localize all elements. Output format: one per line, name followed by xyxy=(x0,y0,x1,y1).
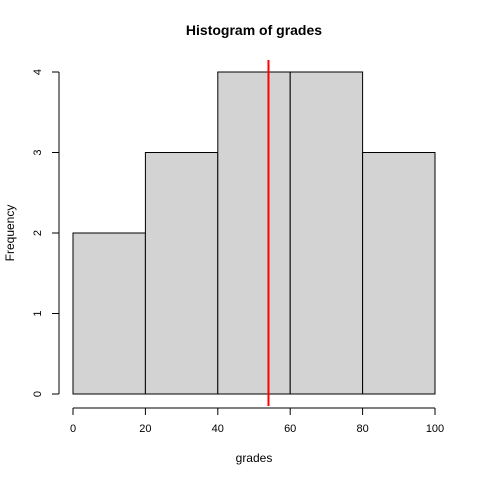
y-tick-label-1: 1 xyxy=(32,310,44,316)
y-tick-label-3: 3 xyxy=(32,149,44,155)
x-tick-label-4: 80 xyxy=(356,423,368,435)
histogram-bar-3 xyxy=(289,71,364,395)
y-tick-label-0: 0 xyxy=(32,391,44,397)
y-axis: 0 1 2 3 4 xyxy=(32,69,60,397)
x-axis: 0 20 40 60 80 100 xyxy=(70,407,444,435)
x-tick-label-1: 20 xyxy=(139,423,151,435)
bars-group xyxy=(72,71,436,395)
x-tick-label-2: 40 xyxy=(212,423,224,435)
y-tick-label-4: 4 xyxy=(32,69,44,75)
histogram-bar-4 xyxy=(362,152,436,395)
histogram-bar-1 xyxy=(144,152,219,395)
y-tick-label-2: 2 xyxy=(32,230,44,236)
x-axis-label: grades xyxy=(236,451,273,465)
x-tick-label-0: 0 xyxy=(70,423,76,435)
x-tick-label-3: 60 xyxy=(284,423,296,435)
histogram-bar-0 xyxy=(72,232,146,395)
x-tick-label-5: 100 xyxy=(426,423,444,435)
y-axis-label: Frequency xyxy=(3,205,17,262)
histogram-bar-2 xyxy=(217,71,291,395)
chart-title: Histogram of grades xyxy=(186,22,322,38)
